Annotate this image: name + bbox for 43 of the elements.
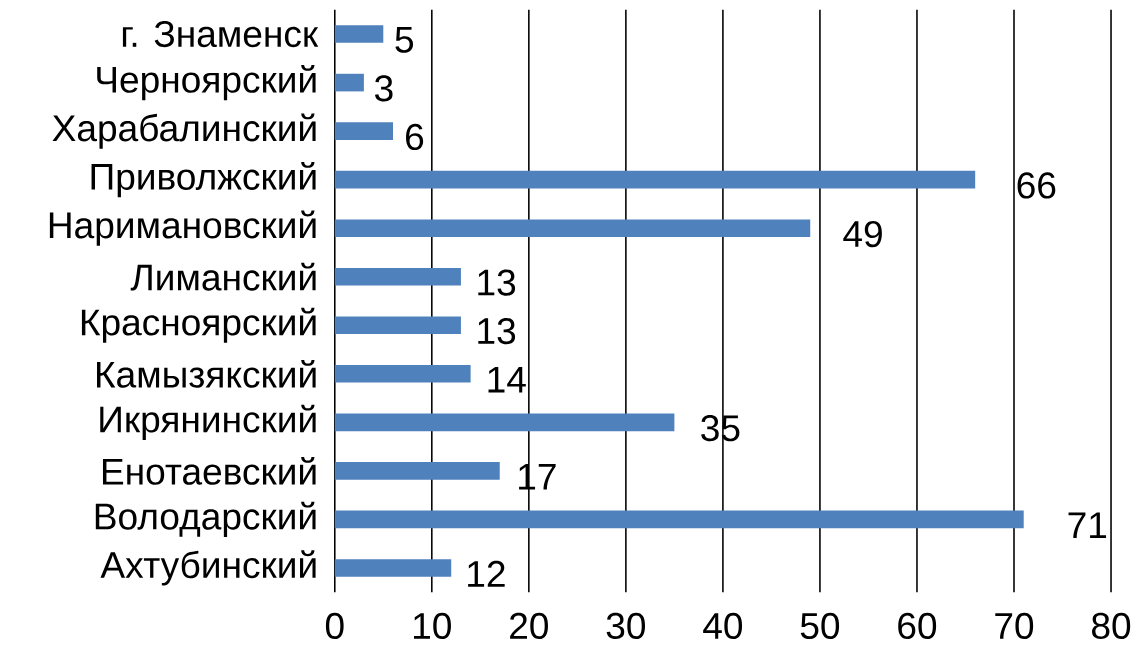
data-label: 5	[395, 26, 414, 53]
data-label: 12	[468, 560, 505, 587]
x-tick-label: 50	[800, 612, 840, 639]
bar	[334, 461, 500, 480]
y-tick-label: Приволжский	[91, 161, 316, 198]
data-label: 66	[1017, 172, 1056, 199]
x-tick-label: 20	[510, 612, 548, 639]
data-label: 6	[406, 123, 424, 150]
data-label: 71	[1068, 512, 1107, 538]
data-label: 13	[478, 317, 516, 345]
x-tick-label: 0	[325, 612, 344, 639]
bar	[334, 364, 471, 383]
data-label: 14	[488, 366, 526, 393]
y-tick-label: Камызякский	[97, 359, 316, 388]
bar	[334, 558, 452, 577]
y-tick-label: Красноярский	[81, 307, 316, 343]
bar	[334, 219, 811, 237]
bar	[334, 122, 393, 140]
y-tick-label: Лиманский	[130, 262, 316, 291]
bar	[334, 510, 1024, 529]
y-tick-label: Володарский	[95, 501, 316, 537]
bar	[334, 267, 461, 286]
bar	[334, 25, 384, 43]
data-label: 3	[374, 75, 393, 102]
y-tick-label: г. Знаменск	[122, 20, 319, 47]
x-tick-label: 40	[703, 612, 743, 639]
x-tick-label: 60	[898, 612, 937, 639]
data-label: 13	[478, 269, 516, 296]
x-tick-label: 30	[606, 612, 646, 639]
x-tick-label: 10	[414, 612, 451, 639]
y-tick-label: Енотаевский	[102, 456, 316, 485]
bar	[334, 413, 675, 431]
bar	[334, 316, 461, 334]
data-label: 49	[843, 220, 882, 247]
y-tick-label: Наримановский	[49, 210, 316, 246]
bar	[334, 73, 364, 92]
y-tick-label: Икрянинский	[100, 404, 316, 440]
bar	[334, 170, 976, 189]
y-tick-label: Черноярский	[97, 64, 316, 100]
x-tick-label: 70	[995, 612, 1034, 639]
y-tick-label: Ахтубинский	[100, 550, 316, 586]
x-tick-label: 80	[1092, 612, 1131, 639]
y-tick-label: Харабалинский	[52, 113, 316, 149]
